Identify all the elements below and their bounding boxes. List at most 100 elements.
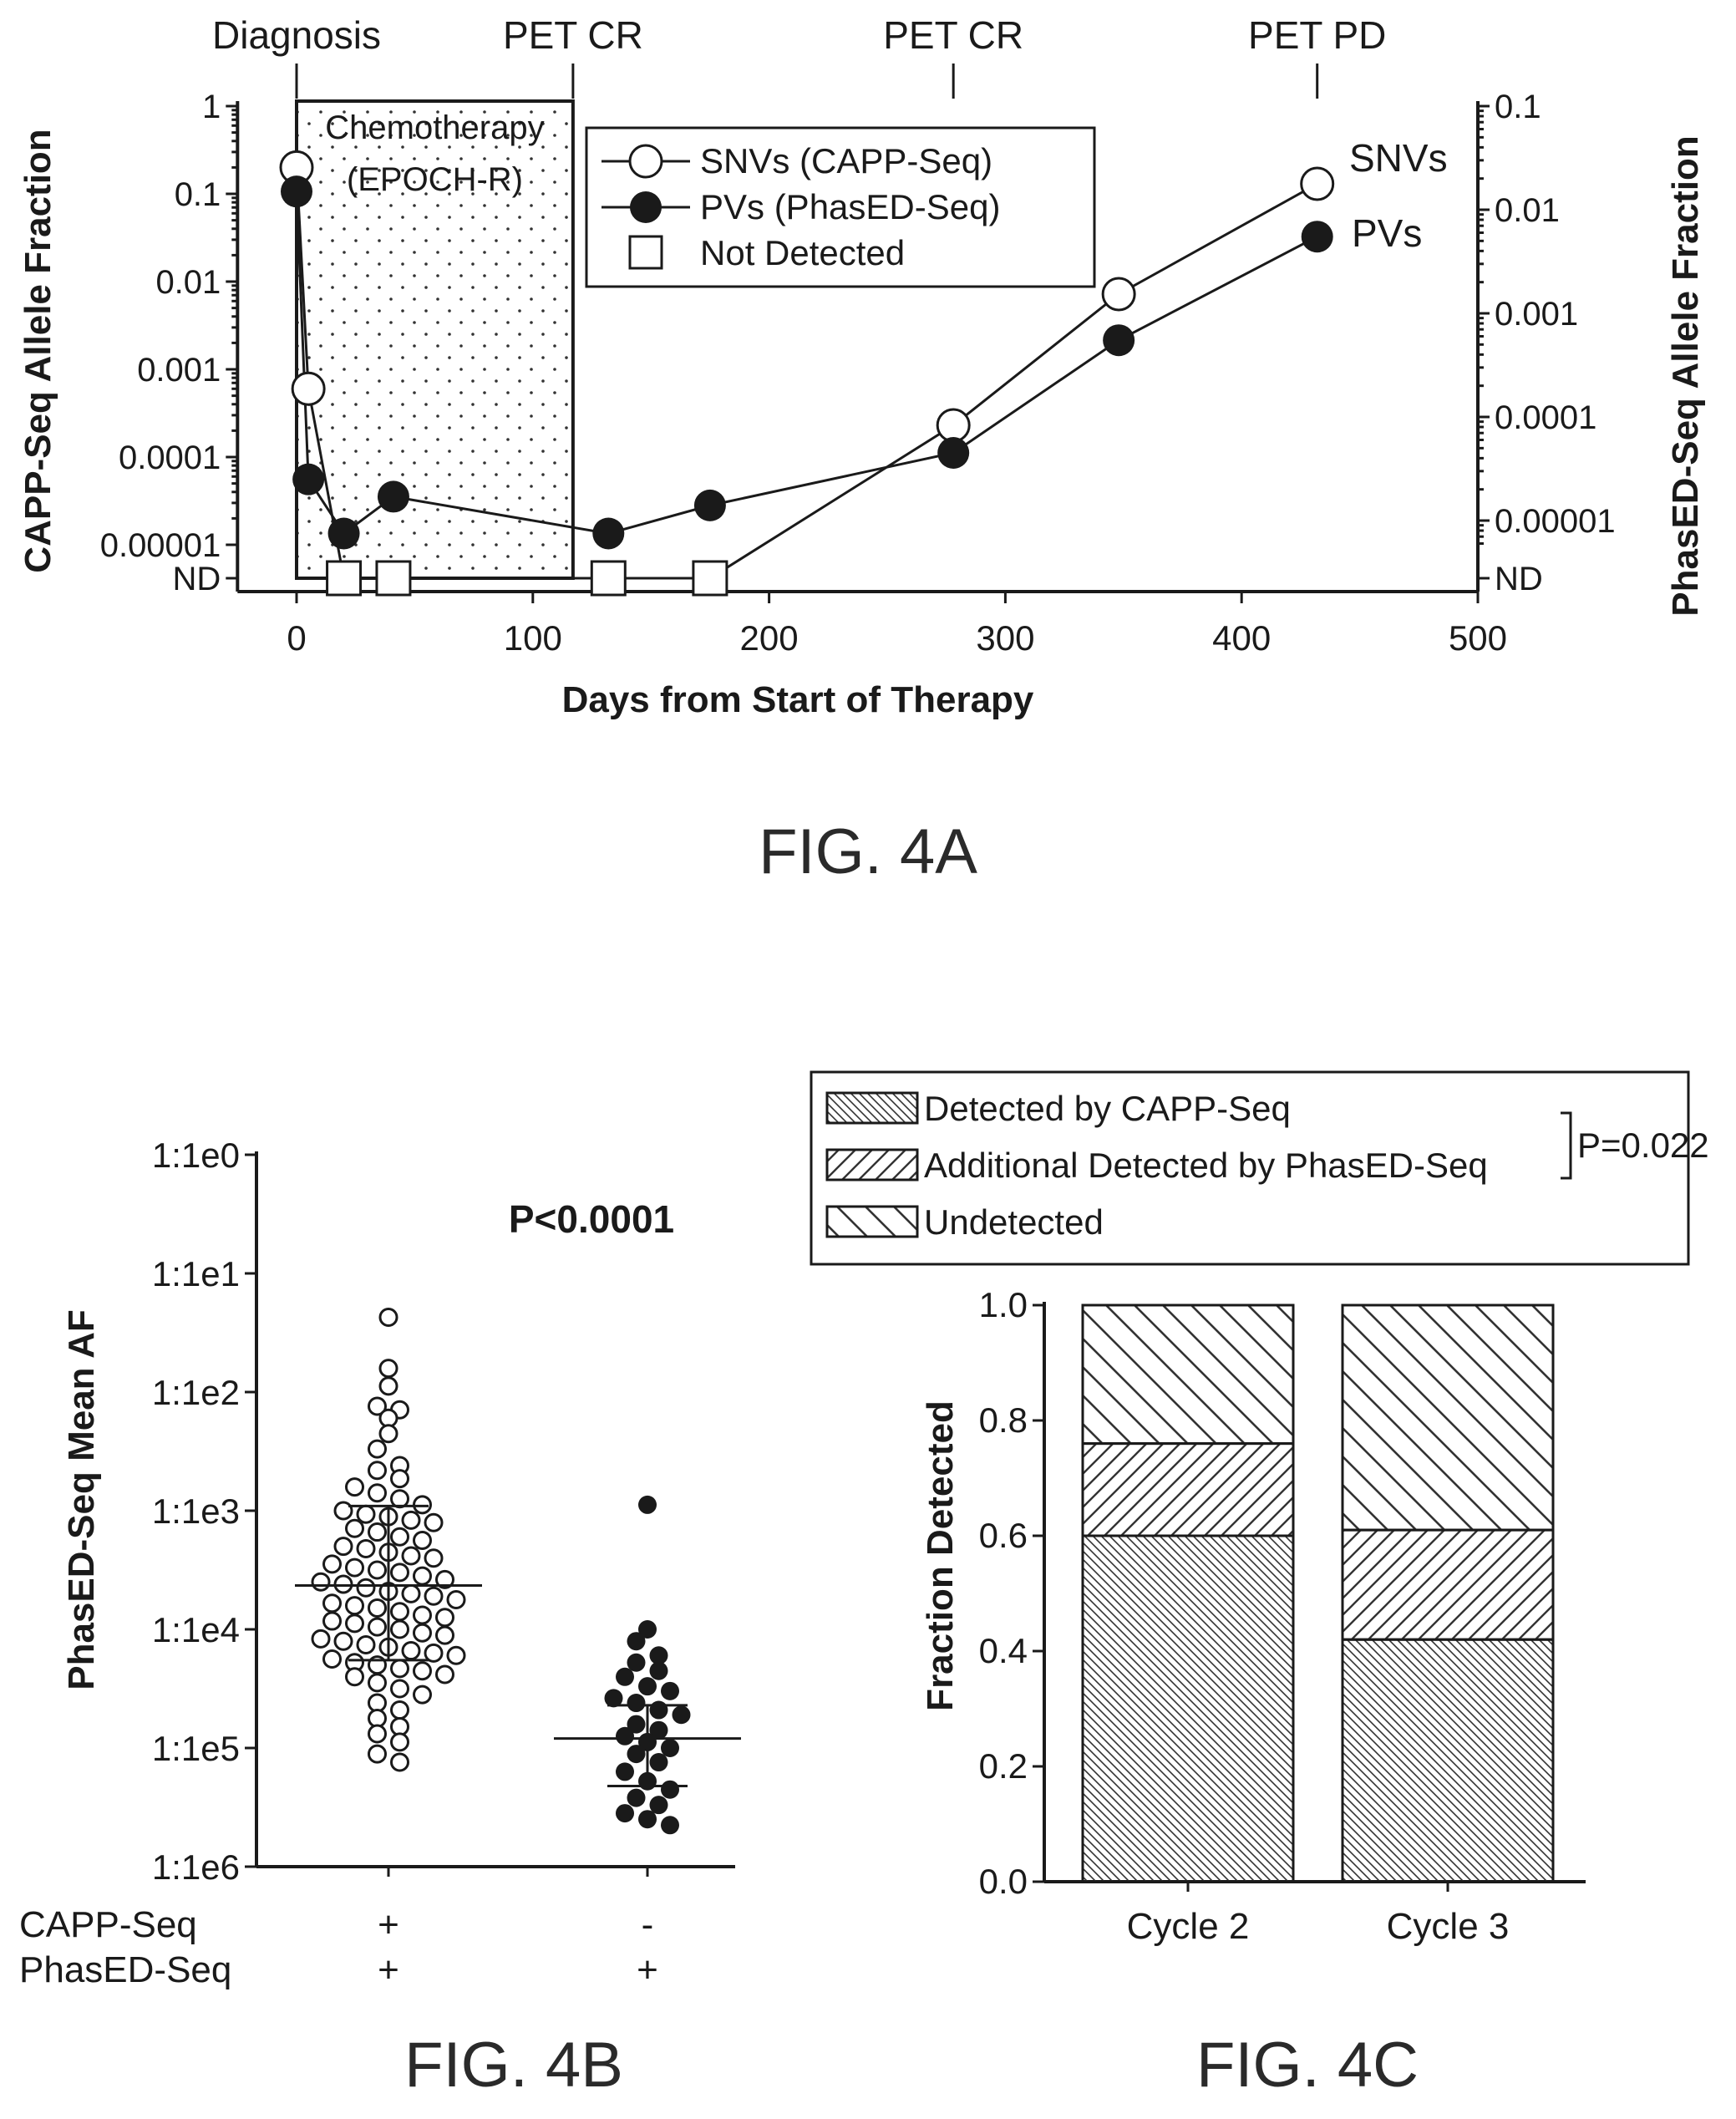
capp-positive-sample-point [378, 1376, 398, 1396]
group2-capp-seq-sign: - [642, 1904, 654, 1945]
capp-positive-sample-point [390, 1619, 409, 1639]
capp-negative-sample-point [627, 1694, 646, 1713]
snv-data-point [936, 408, 971, 443]
capp-positive-sample-point [368, 1598, 387, 1618]
fig4a-right-tick-label: 0.0001 [1495, 399, 1596, 436]
fig4b-chart: 1:1e0 1:1e1 1:1e2 1:1e3 1:1e4 1:1e5 1:1e6 P<0.… [19, 1136, 741, 2101]
fig4c-legend: Detected by CAPP-Seq Additional Detected… [810, 1070, 1709, 1266]
fig4a-legend: SNVs (CAPP-Seq) PVs (PhasED-Seq) Not Det… [585, 126, 1096, 288]
capp-negative-sample-point [638, 1810, 657, 1829]
not-detected-point [375, 560, 412, 597]
capp-negative-sample-point [616, 1726, 634, 1746]
not-detected-point [590, 560, 627, 597]
capp-positive-sample-point [368, 1461, 387, 1481]
fig4c-category-label: Cycle 3 [1387, 1906, 1510, 1947]
capp-negative-sample-point [638, 1620, 657, 1639]
capp-negative-sample-point [661, 1816, 679, 1835]
capp-positive-sample-point [322, 1649, 342, 1669]
capp-positive-sample-point [390, 1732, 409, 1752]
chemotherapy-regimen-label: (EPOCH-R) [347, 161, 523, 198]
snvs-end-label: SNVs [1349, 136, 1448, 180]
pv-data-point [937, 437, 970, 470]
capp-positive-sample-point [413, 1623, 432, 1643]
capp-positive-sample-point [345, 1518, 364, 1538]
capp-positive-sample-point [322, 1554, 342, 1574]
capp-negative-sample-point [661, 1681, 679, 1700]
capp-negative-sample-point [649, 1661, 668, 1680]
fig4a-x-tick-label: 200 [740, 618, 799, 658]
capp-positive-sample-point [390, 1527, 409, 1547]
capp-negative-sample-point [638, 1495, 657, 1514]
fig4b-p-value: P<0.0001 [509, 1197, 674, 1241]
fig4c-category-label: Cycle 2 [1127, 1906, 1250, 1947]
legend-snvs-label: SNVs (CAPP-Seq) [700, 141, 992, 180]
capp-positive-sample-point [413, 1531, 432, 1550]
capp-positive-sample-point [390, 1700, 409, 1720]
capp-negative-sample-point [627, 1788, 646, 1807]
pvs-end-label: PVs [1352, 211, 1422, 255]
capp-negative-sample-point [616, 1667, 634, 1686]
capp-positive-sample-point [345, 1477, 364, 1497]
bar-segment-1 [1341, 1638, 1555, 1883]
fig4a-x-tick-label: 0 [287, 618, 306, 658]
bar-segment-3 [1081, 1303, 1295, 1446]
capp-positive-sample-point [435, 1664, 454, 1685]
fig4a-caption: FIG. 4A [759, 816, 977, 887]
capp-positive-sample-point [368, 1483, 387, 1503]
legend-additional-phased-label: Additional Detected by PhasED-Seq [924, 1146, 1488, 1185]
capp-positive-sample-point [368, 1744, 387, 1764]
bar-segment-3 [1341, 1303, 1555, 1532]
bar-segment-2 [1081, 1442, 1295, 1537]
p-value-bracket [1561, 1111, 1572, 1180]
fig4a-x-tick-label: 400 [1212, 618, 1271, 658]
fig4b-y-tick-label: 1:1e2 [152, 1373, 240, 1412]
capp-positive-sample-point [390, 1469, 409, 1489]
capp-positive-sample-point [368, 1617, 387, 1637]
group2-phased-seq-sign: + [637, 1949, 658, 1990]
capp-positive-sample-point [333, 1537, 353, 1557]
legend-undetected-label: Undetected [924, 1202, 1104, 1242]
capp-positive-sample-point [390, 1489, 409, 1509]
fig4c-caption: FIG. 4C [1196, 2030, 1419, 2101]
capp-positive-sample-point [368, 1396, 387, 1416]
capp-positive-sample-point [345, 1667, 364, 1687]
fig4a-left-axis-title: CAPP-Seq Allele Fraction [18, 129, 58, 572]
snv-data-point [291, 371, 326, 406]
capp-positive-sample-point [424, 1512, 444, 1532]
not-detected-point [692, 560, 728, 597]
capp-positive-sample-point [435, 1569, 454, 1589]
fig4b-y-tick-label: 1:1e6 [152, 1847, 240, 1887]
pv-data-point [377, 480, 409, 513]
legend-open-square-marker [628, 235, 663, 270]
capp-positive-sample-point [424, 1643, 444, 1663]
capp-negative-sample-point [649, 1646, 668, 1665]
capp-negative-sample-point [604, 1689, 623, 1708]
capp-positive-sample-point [390, 1752, 409, 1772]
capp-negative-sample-point [616, 1762, 634, 1781]
fig4b-y-tick-label: 1:1e3 [152, 1491, 240, 1531]
fig4a-left-tick-label: 0.00001 [100, 527, 221, 564]
capp-negative-sample-point [627, 1632, 646, 1651]
legend-detected-capp-label: Detected by CAPP-Seq [924, 1089, 1291, 1128]
capp-positive-sample-point [413, 1566, 432, 1586]
snv-data-point [1300, 166, 1335, 201]
not-detected-point [326, 560, 363, 597]
capp-positive-sample-point [424, 1548, 444, 1568]
snv-data-point [1101, 277, 1136, 312]
capp-positive-sample-point [356, 1634, 376, 1654]
capp-positive-sample-point [322, 1611, 342, 1631]
legend-not-detected-label: Not Detected [700, 233, 905, 272]
capp-positive-sample-point [368, 1673, 387, 1693]
capp-negative-sample-point [627, 1715, 646, 1734]
capp-positive-sample-point [446, 1590, 466, 1609]
fig4a-right-axis-title: PhasED-Seq Allele Fraction [1665, 135, 1706, 616]
fig4c-chart: Detected by CAPP-Seq Additional Detected… [810, 1070, 1709, 2101]
pv-data-point [281, 175, 312, 208]
pv-data-point [327, 517, 360, 550]
fig4a-left-tick-label: 0.01 [155, 264, 221, 301]
capp-negative-sample-point [649, 1700, 668, 1720]
capp-positive-sample-point [435, 1608, 454, 1628]
capp-positive-sample-point [413, 1605, 432, 1625]
legend-medium-swatch [825, 1148, 919, 1181]
